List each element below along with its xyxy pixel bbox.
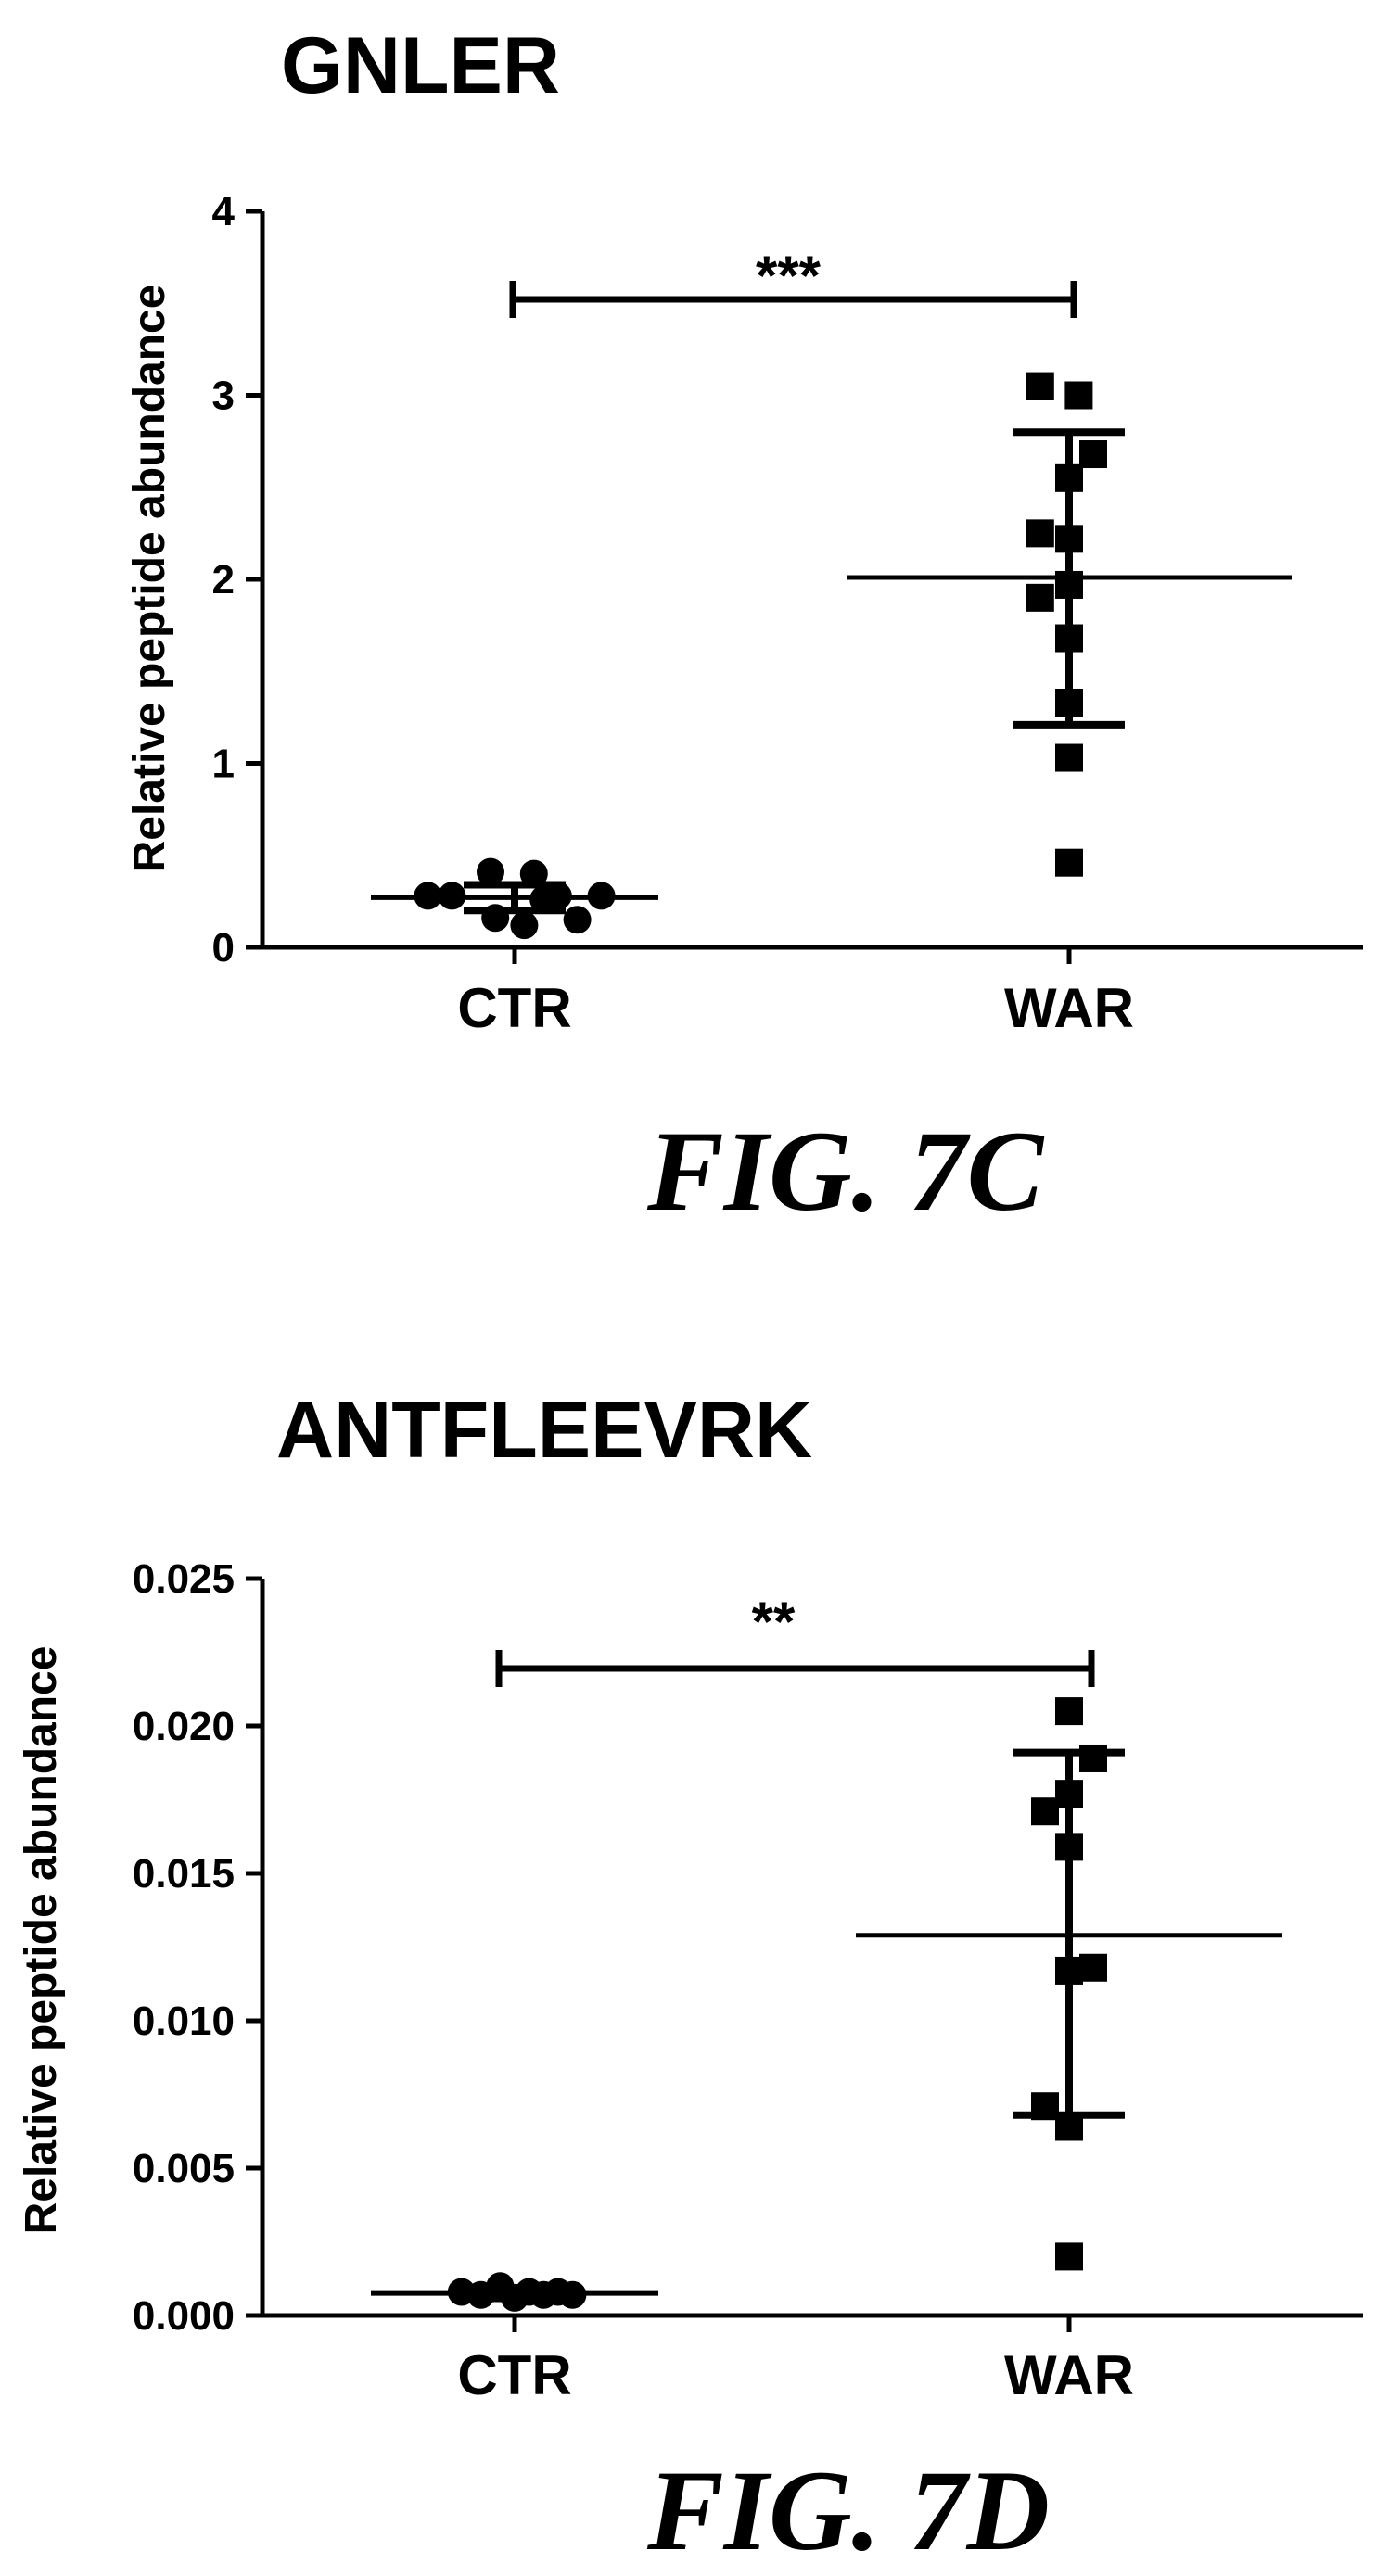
figure-label-d: FIG. 7D <box>646 2447 1050 2574</box>
y-tick-label-d-2: 0.010 <box>133 1999 235 2044</box>
y-tick-label-d-0: 0.000 <box>133 2293 235 2339</box>
data-point-war-c-0 <box>1026 372 1054 400</box>
data-point-war-d-6 <box>1079 1953 1107 1982</box>
data-point-ctr-c-5 <box>519 859 548 888</box>
data-point-war-c-4 <box>1026 519 1054 548</box>
y-axis-label-c: Relative peptide abundance <box>125 285 174 873</box>
data-point-war-d-0 <box>1055 1697 1083 1726</box>
significance-label-d: ** <box>752 1591 796 1653</box>
data-point-war-c-7 <box>1026 583 1054 612</box>
data-point-war-d-1 <box>1079 1744 1107 1772</box>
data-point-war-c-1 <box>1064 381 1093 410</box>
y-axis-label-d: Relative peptide abundance <box>17 1646 66 2235</box>
y-tick-label-c-0: 0 <box>212 925 235 971</box>
data-point-war-d-9 <box>1055 2242 1083 2271</box>
chart-title-d: ANTFLEEVRK <box>276 1386 812 1475</box>
y-tick-label-d-1: 0.005 <box>133 2146 235 2191</box>
y-tick-label-c-3: 3 <box>212 374 235 419</box>
x-tick-label-war-d: WAR <box>1004 2344 1134 2406</box>
chart-title-c: GNLER <box>281 21 560 110</box>
x-tick-label-ctr-d: CTR <box>457 2344 571 2406</box>
data-point-war-c-2 <box>1079 440 1107 469</box>
plot-area-d: 0.000 0.005 0.010 0.015 0.020 0.025 <box>133 1556 1363 2339</box>
y-tick-label-c-4: 4 <box>212 189 236 235</box>
plot-area-c: 0 1 2 3 4 <box>212 189 1363 971</box>
data-point-war-c-10 <box>1055 743 1083 772</box>
x-tick-label-war-c: WAR <box>1004 977 1134 1039</box>
data-point-war-c-11 <box>1055 848 1083 877</box>
data-point-ctr-c-2 <box>477 857 504 886</box>
y-tick-label-d-5: 0.025 <box>133 1556 235 1602</box>
data-point-ctr-c-4 <box>510 911 539 940</box>
y-tick-label-c-1: 1 <box>212 742 235 787</box>
data-point-ctr-c-8 <box>563 906 592 934</box>
y-tick-label-d-3: 0.015 <box>133 1851 235 1897</box>
x-tick-label-ctr-c: CTR <box>457 977 571 1039</box>
y-tick-label-c-2: 2 <box>212 557 235 603</box>
y-tick-label-d-4: 0.020 <box>133 1704 235 1749</box>
data-point-war-d-3 <box>1031 1797 1059 1826</box>
figure-label-c: FIG. 7C <box>646 1108 1045 1235</box>
